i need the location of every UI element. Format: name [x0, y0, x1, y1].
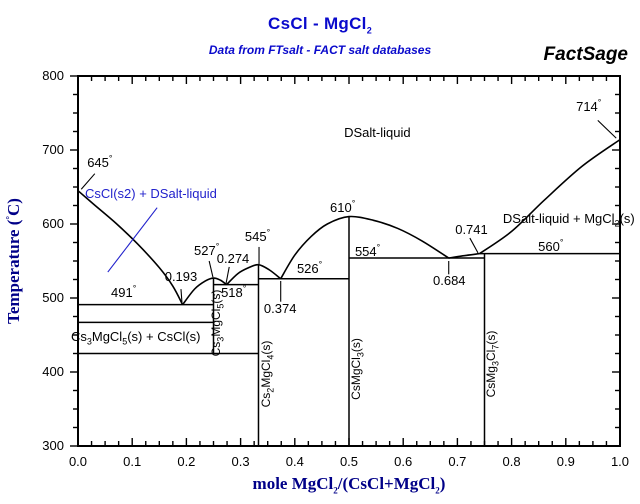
x-tick-label-0.0: 0.0	[68, 454, 88, 469]
x-tick-label-0.2: 0.2	[177, 454, 196, 469]
leader-0274	[225, 266, 230, 285]
compound-csmgcl3: CsMgCl3(s)	[349, 338, 366, 400]
x-tick-label-0.7: 0.7	[448, 454, 467, 469]
leader-645	[80, 173, 96, 190]
x-tick-label-0.9: 0.9	[556, 454, 575, 469]
temp-491: 491°	[111, 283, 137, 300]
region-cscl-s2-dsalt-liquid: CsCl(s2) + DSalt-liquid	[85, 185, 217, 201]
page-title: CsCl - MgCl2	[268, 14, 372, 36]
x-tick-label-0.4: 0.4	[285, 454, 304, 469]
temp-610: 610°	[330, 198, 356, 215]
x-tick-label-0.6: 0.6	[394, 454, 413, 469]
temp-527: 527°	[193, 241, 220, 258]
leader-714	[597, 120, 617, 139]
y-tick-label-800: 800	[42, 68, 64, 83]
comp-0274: 0.274	[216, 250, 250, 266]
leader-527	[208, 260, 214, 278]
region-dsalt-liquid-mgcl2: DSalt-liquid + MgCl2(s)	[502, 210, 635, 229]
temp-545: 545°	[244, 228, 271, 245]
factsage-logo: FactSage	[543, 44, 628, 65]
temp-526: 526°	[296, 259, 323, 277]
compound-csmg3cl7: CsMg3Cl7(s)	[484, 330, 501, 398]
y-tick-label-300: 300	[42, 438, 64, 453]
y-tick-label-500: 500	[42, 290, 64, 305]
csmg3cl7-liquidus	[448, 252, 480, 259]
temp-714: 714°	[576, 97, 602, 115]
y-tick-label-600: 600	[42, 216, 64, 231]
leader-blue-region	[107, 207, 158, 273]
leader-lines	[80, 120, 617, 304]
x-tick-label-0.3: 0.3	[231, 454, 250, 469]
x-tick-label-0.8: 0.8	[502, 454, 521, 469]
region-cs3mgcl5-cscl: Cs3MgCl5(s) + CsCl(s)	[70, 329, 201, 347]
csmgcl3-liquidus	[280, 215, 450, 280]
cs2mgcl4-liquidus	[225, 263, 282, 286]
temp-518: 518°	[221, 283, 247, 300]
mgcl2-liquidus	[479, 138, 621, 255]
leader-0193	[180, 289, 183, 304]
comp-0374: 0.374	[263, 301, 297, 317]
y-tick-label-700: 700	[42, 142, 64, 157]
page-subtitle: Data from FTsalt - FACT salt databases	[208, 43, 432, 57]
y-tick-label-400: 400	[42, 364, 64, 379]
x-tick-label-0.5: 0.5	[339, 454, 359, 469]
x-axis-title: mole MgCl2/(CsCl+MgCl2)	[252, 474, 446, 496]
comp-0684: 0.684	[433, 273, 466, 289]
y-axis-title: Temperature (°C)	[4, 198, 23, 324]
comp-0741: 0.741	[455, 222, 488, 237]
phase-boundary-lines	[78, 216, 620, 446]
temp-645: 645°	[87, 154, 113, 171]
temp-554: 554°	[354, 242, 381, 260]
leader-0741	[469, 237, 479, 254]
compound-cs3mgcl5: Cs3MgCl5(s)	[209, 289, 226, 357]
x-tick-label-0.1: 0.1	[123, 454, 142, 469]
x-tick-label-1.0: 1.0	[610, 454, 630, 469]
axis-ticks	[70, 75, 621, 447]
cs3mgcl5-liquidus	[181, 277, 228, 306]
liquidus-curves	[77, 138, 621, 306]
temp-560: 560°	[538, 237, 564, 255]
cscl-liquidus	[77, 190, 184, 306]
region-dsalt-liquid: DSalt-liquid	[344, 125, 411, 141]
compound-cs2mgcl4: Cs2MgCl4(s)	[259, 340, 276, 408]
comp-0193: 0.193	[164, 269, 198, 285]
